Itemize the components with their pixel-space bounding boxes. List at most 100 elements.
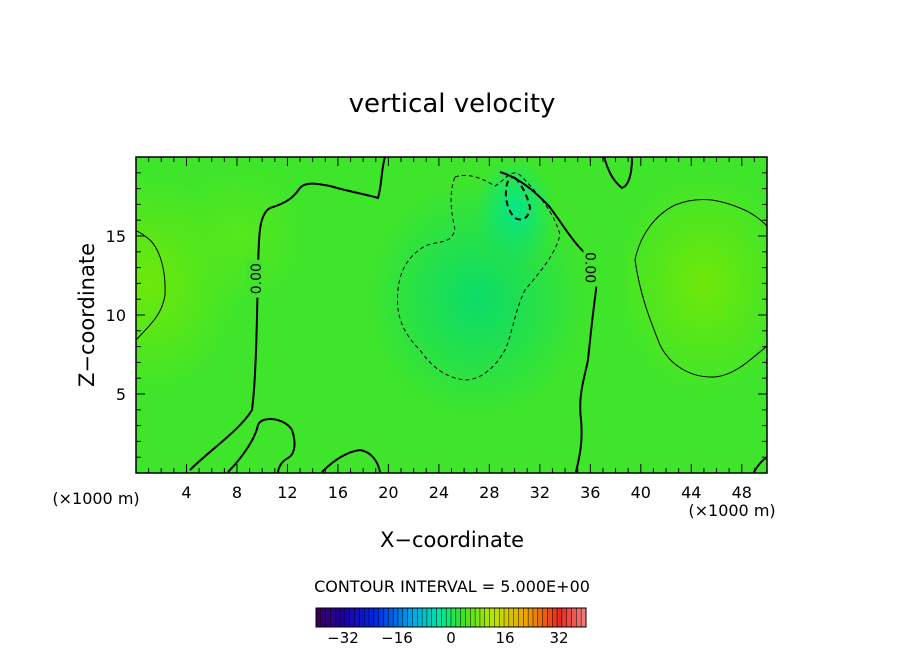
colorbar-swatch bbox=[455, 608, 462, 627]
colorbar-swatch bbox=[479, 608, 486, 627]
colorbar-swatch bbox=[499, 608, 505, 627]
colorbar-swatch bbox=[320, 608, 327, 627]
colorbar bbox=[315, 607, 587, 628]
velocity-field: 0.00 0.00 bbox=[136, 157, 767, 473]
contour-label-background bbox=[583, 248, 600, 287]
x-tick-label: 36 bbox=[580, 483, 600, 502]
x-tick-label: 8 bbox=[232, 483, 242, 502]
y-tick-label: 5 bbox=[116, 385, 126, 404]
y-tick-label: 15 bbox=[106, 227, 126, 246]
x-unit-left: (×1000 m) bbox=[52, 489, 139, 508]
colorbar-swatch bbox=[547, 608, 553, 627]
colorbar-swatch bbox=[542, 608, 548, 627]
x-axis-label: X−coordinate bbox=[380, 528, 524, 552]
zero-contour-corner bbox=[753, 456, 767, 473]
chart-title: vertical velocity bbox=[349, 89, 556, 119]
colorbar-swatch bbox=[494, 608, 500, 627]
y-axis-ticks: 5 10 15 bbox=[106, 172, 767, 458]
colorbar-swatch bbox=[383, 608, 389, 627]
colorbar-swatch bbox=[581, 608, 587, 627]
colorbar-swatch bbox=[388, 608, 394, 627]
colorbar-swatch bbox=[484, 608, 490, 627]
colorbar-swatch bbox=[508, 608, 515, 627]
colorbar-swatch bbox=[504, 608, 510, 627]
contour-lines bbox=[136, 157, 767, 473]
negative-contour-large bbox=[396, 172, 561, 381]
colorbar-swatch bbox=[513, 608, 519, 627]
colorbar-swatch bbox=[518, 608, 524, 627]
zero-contour-small-loop bbox=[227, 418, 296, 473]
colorbar-swatch bbox=[397, 608, 404, 627]
x-tick-label: 28 bbox=[479, 483, 499, 502]
colorbar-swatch bbox=[378, 608, 384, 627]
colorbar-swatch bbox=[489, 608, 495, 627]
colorbar-tick-labels: −32 −16 0 16 32 bbox=[327, 629, 568, 647]
colorbar-swatch bbox=[566, 608, 572, 627]
colorbar-tick-label: −32 bbox=[327, 629, 359, 647]
colorbar-swatch bbox=[335, 608, 341, 627]
zero-contour-left bbox=[189, 157, 386, 471]
contour-labels: 0.00 0.00 bbox=[246, 248, 600, 298]
colorbar-swatch bbox=[557, 608, 563, 627]
colorbar-swatch bbox=[523, 608, 529, 627]
colorbar-tick-label: −16 bbox=[381, 629, 413, 647]
x-tick-label: 40 bbox=[631, 483, 651, 502]
zero-contour-top-right bbox=[603, 157, 633, 190]
colorbar-swatch bbox=[470, 608, 476, 627]
field-feature-downdraft bbox=[366, 179, 587, 420]
colorbar-swatch bbox=[436, 608, 442, 627]
contour-interval-text: CONTOUR INTERVAL = 5.000E+00 bbox=[314, 577, 590, 596]
colorbar-swatch bbox=[561, 608, 568, 627]
colorbar-swatch bbox=[359, 608, 365, 627]
colorbar-swatch bbox=[407, 608, 413, 627]
x-tick-label: 48 bbox=[732, 483, 752, 502]
colorbar-tick-label: 32 bbox=[549, 629, 568, 647]
colorbar-swatch bbox=[528, 608, 534, 627]
colorbar-tick-label: 16 bbox=[495, 629, 514, 647]
colorbar-swatch bbox=[431, 608, 437, 627]
colorbar-swatch bbox=[446, 608, 452, 627]
colorbar-swatch bbox=[316, 608, 322, 627]
colorbar-swatch bbox=[330, 608, 336, 627]
colorbar-swatch bbox=[369, 608, 375, 627]
colorbar-swatch bbox=[537, 608, 544, 627]
colorbar-swatch bbox=[552, 608, 558, 627]
contour-label: 0.00 bbox=[581, 248, 600, 287]
x-tick-label: 44 bbox=[681, 483, 701, 502]
x-tick-label: 20 bbox=[378, 483, 398, 502]
colorbar-swatch bbox=[426, 608, 433, 627]
colorbar-swatch bbox=[460, 608, 466, 627]
negative-contour-core bbox=[504, 176, 532, 221]
y-axis-label: Z−coordinate bbox=[75, 243, 99, 387]
colorbar-swatch bbox=[364, 608, 370, 627]
colorbar-swatch bbox=[354, 608, 360, 627]
x-tick-label: 12 bbox=[277, 483, 297, 502]
colorbar-frame bbox=[315, 607, 587, 628]
colorbar-swatch bbox=[475, 608, 481, 627]
y-tick-label: 10 bbox=[106, 306, 126, 325]
contour-label-background bbox=[246, 259, 263, 298]
colorbar-swatch bbox=[412, 608, 418, 627]
x-unit-right: (×1000 m) bbox=[688, 501, 775, 520]
colorbar-swatch bbox=[393, 608, 399, 627]
colorbar-swatch bbox=[402, 608, 409, 627]
colorbar-swatch bbox=[532, 608, 539, 627]
x-tick-label: 16 bbox=[328, 483, 348, 502]
x-tick-label: 32 bbox=[530, 483, 550, 502]
colorbar-swatch bbox=[373, 608, 380, 627]
colorbar-swatch bbox=[344, 608, 351, 627]
colorbar-swatch bbox=[325, 608, 331, 627]
positive-contour-right bbox=[634, 199, 767, 378]
contour-label-text: 0.00 bbox=[581, 252, 597, 283]
field-features bbox=[136, 157, 767, 420]
x-tick-label: 24 bbox=[429, 483, 449, 502]
colorbar-swatch bbox=[441, 608, 447, 627]
field-feature-updraft bbox=[166, 166, 307, 306]
colorbar-swatch bbox=[349, 608, 355, 627]
zero-contour-right bbox=[499, 171, 598, 473]
field-feature-updraft bbox=[613, 173, 767, 394]
zero-contour-bottom-mid bbox=[321, 448, 381, 473]
colorbar-swatch bbox=[465, 608, 471, 627]
colorbar-swatch bbox=[451, 608, 457, 627]
